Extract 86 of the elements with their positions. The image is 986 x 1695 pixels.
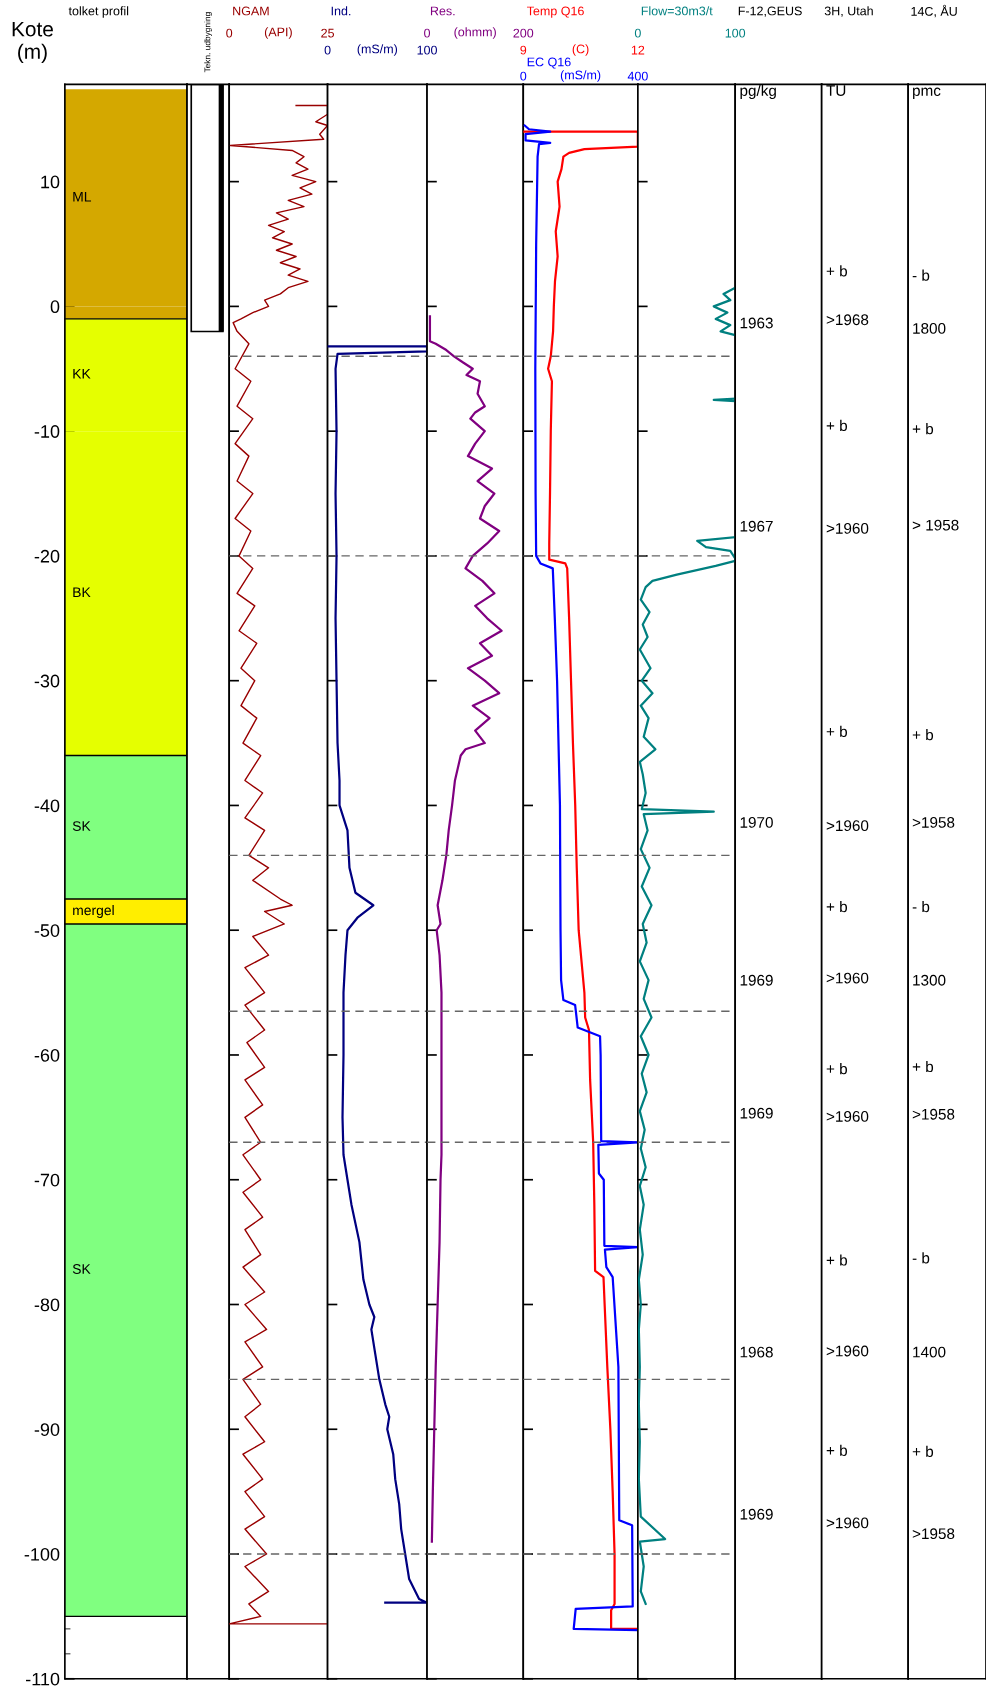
x-axis-title: (API) bbox=[264, 27, 292, 39]
text: F-12,GEUS bbox=[738, 6, 802, 17]
text: >1960 bbox=[826, 522, 869, 534]
text: - b bbox=[912, 900, 930, 913]
y-tick-label: -80 bbox=[34, 1298, 60, 1312]
y-tick-label: -30 bbox=[34, 674, 60, 688]
chart-title: tolket profil bbox=[68, 6, 129, 18]
text: + b bbox=[826, 725, 848, 738]
y-tick-label: -100 bbox=[24, 1547, 60, 1561]
series-label: SK bbox=[72, 1264, 91, 1274]
chart-title: NGAM bbox=[233, 6, 269, 16]
y-tick-label: -60 bbox=[34, 1048, 60, 1062]
text: 1800 bbox=[913, 322, 946, 334]
series-label: ML bbox=[73, 191, 92, 202]
y-tick-label: -70 bbox=[34, 1173, 60, 1187]
chart-title: Flow=30m3/t bbox=[641, 6, 713, 16]
text: TU bbox=[826, 85, 846, 96]
text: + b bbox=[826, 1063, 848, 1075]
text: - b bbox=[912, 269, 930, 281]
text: 1969 bbox=[740, 1107, 773, 1119]
x-axis-title: (C) bbox=[572, 44, 589, 56]
x2-tick-label: 0 bbox=[520, 71, 527, 81]
x-tick-label: 12 bbox=[631, 45, 645, 55]
x2-tick-label: 400 bbox=[627, 71, 648, 81]
text: + b bbox=[826, 265, 848, 277]
y-tick-label: -20 bbox=[34, 549, 60, 563]
y-tick-label: -110 bbox=[26, 1672, 60, 1686]
x-tick-label: 0 bbox=[424, 28, 431, 38]
text: 1300 bbox=[913, 974, 946, 986]
text: - b bbox=[912, 1252, 930, 1264]
x-tick-label: 100 bbox=[725, 28, 746, 38]
chart-title: Ind. bbox=[331, 6, 351, 16]
text: >1960 bbox=[826, 820, 869, 832]
x-tick-label: 25 bbox=[321, 28, 335, 38]
text: + b bbox=[912, 423, 934, 435]
series-label: SK bbox=[72, 821, 91, 832]
text: >1958 bbox=[912, 1528, 955, 1540]
chart-title: Res. bbox=[430, 6, 455, 16]
x-tick-label: 9 bbox=[520, 45, 527, 55]
x-tick-label: 200 bbox=[513, 28, 534, 38]
series-label: BK bbox=[73, 587, 91, 597]
y-tick-label: -10 bbox=[34, 425, 60, 438]
y-tick-label: -90 bbox=[34, 1423, 60, 1436]
text: >1958 bbox=[912, 817, 955, 828]
y-axis-title: Kote (m) bbox=[12, 21, 53, 64]
x-tick-label: 0 bbox=[226, 28, 233, 38]
text: + b bbox=[826, 419, 848, 432]
text: + b bbox=[826, 900, 848, 913]
y-tick-label: -40 bbox=[34, 799, 60, 813]
text: Tekn. udbygning bbox=[204, 12, 212, 73]
text: EC Q16 bbox=[527, 57, 571, 69]
series-label: KK bbox=[73, 369, 91, 379]
text: 1963 bbox=[740, 317, 773, 329]
x-axis-title: (mS/m) bbox=[357, 44, 398, 56]
text: >1960 bbox=[826, 1345, 869, 1357]
y-tick-label: 0 bbox=[50, 300, 60, 314]
text: >1958 bbox=[912, 1108, 955, 1120]
text: >1968 bbox=[826, 314, 869, 326]
x-axis-title: (ohmm) bbox=[454, 27, 496, 39]
x-tick-label: 0 bbox=[324, 45, 331, 55]
text: 1968 bbox=[740, 1346, 773, 1358]
x-tick-label: 0 bbox=[634, 28, 641, 38]
text: 14C, ÅU bbox=[911, 4, 957, 18]
x-tick-label: 100 bbox=[417, 45, 437, 55]
text: + b bbox=[912, 729, 934, 741]
text: 1969 bbox=[740, 974, 773, 986]
text: + b bbox=[912, 1445, 934, 1457]
text: 3H, Utah bbox=[824, 6, 873, 17]
text: 1967 bbox=[740, 520, 773, 532]
text: 1969 bbox=[740, 1508, 773, 1520]
text: + b bbox=[826, 1444, 848, 1456]
text: 1970 bbox=[740, 817, 773, 828]
chart-title: Temp Q16 bbox=[526, 6, 584, 18]
text: 1400 bbox=[913, 1346, 946, 1358]
text: pmc bbox=[913, 87, 941, 100]
series-label: mergel bbox=[73, 905, 114, 918]
text: >1960 bbox=[826, 1111, 869, 1122]
text: >1960 bbox=[826, 972, 869, 984]
x2-axis-title: (mS/m) bbox=[560, 70, 601, 82]
y-tick-label: 10 bbox=[41, 175, 60, 189]
text: + b bbox=[826, 1254, 848, 1266]
y-tick-label: -50 bbox=[34, 924, 60, 937]
text: >1960 bbox=[826, 1517, 869, 1529]
text: + b bbox=[912, 1060, 934, 1073]
text: pg/kg bbox=[740, 84, 776, 100]
text: > 1958 bbox=[912, 519, 959, 531]
